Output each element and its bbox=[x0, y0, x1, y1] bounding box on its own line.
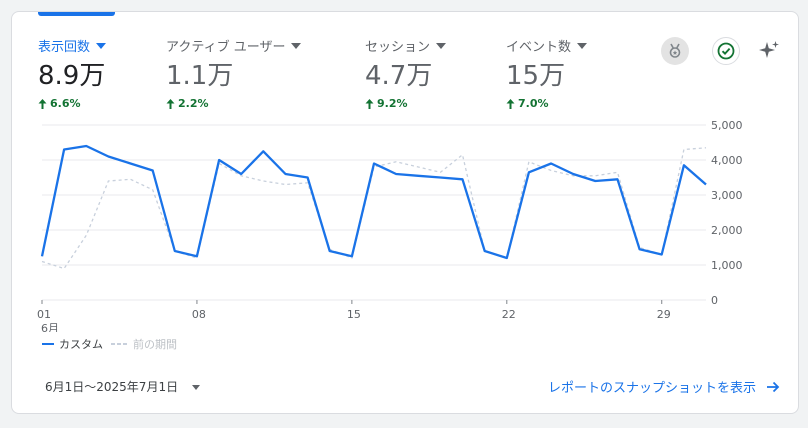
x-tick-label: 22 bbox=[502, 308, 516, 321]
line-chart: 5,000 4,000 3,000 2,000 1,000 0 01 08 15 22 29 6月 bbox=[12, 12, 798, 332]
legend-swatch-dashed bbox=[111, 342, 129, 346]
arrow-right-icon bbox=[766, 380, 780, 394]
y-tick-label: 4,000 bbox=[711, 154, 743, 167]
y-tick-label: 1,000 bbox=[711, 259, 743, 272]
x-tick-label: 29 bbox=[657, 308, 671, 321]
overview-card: 表示回数 8.9万 6.6% アクティブ ユーザー 1.1万 2.2% セッショ… bbox=[11, 11, 799, 414]
x-tick-label: 15 bbox=[347, 308, 361, 321]
x-tick-label: 08 bbox=[192, 308, 206, 321]
date-range-selector[interactable]: 6月1日〜2025年7月1日 bbox=[45, 378, 200, 395]
y-tick-label: 2,000 bbox=[711, 224, 743, 237]
chart-legend: カスタム 前の期間 bbox=[42, 336, 177, 352]
x-sub-label: 6月 bbox=[41, 322, 59, 332]
y-tick-label: 3,000 bbox=[711, 189, 743, 202]
view-snapshot-link[interactable]: レポートのスナップショットを表示 bbox=[548, 377, 780, 396]
legend-item-custom[interactable]: カスタム bbox=[42, 336, 103, 352]
legend-swatch-solid bbox=[42, 343, 54, 345]
y-tick-label: 5,000 bbox=[711, 119, 743, 132]
legend-item-previous[interactable]: 前の期間 bbox=[111, 336, 177, 352]
y-tick-label: 0 bbox=[711, 294, 718, 307]
series-line-custom bbox=[42, 146, 706, 258]
x-tick-label: 01 bbox=[37, 308, 51, 321]
caret-down-icon bbox=[192, 385, 200, 390]
